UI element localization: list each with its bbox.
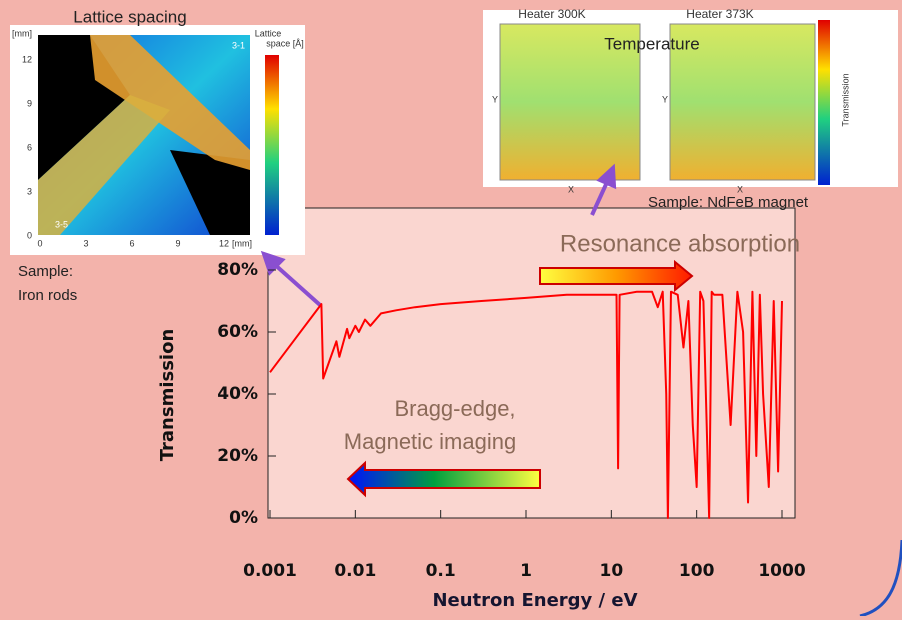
colorbar-title: space [Å] (266, 38, 304, 48)
annotation: Bragg-edge, (394, 396, 515, 421)
y-axis-title: Transmission (157, 329, 178, 462)
unit-label: [mm] (232, 238, 252, 248)
sample-label: Sample: NdFeB magnet (648, 194, 809, 211)
y-tick-label: 20% (217, 446, 258, 466)
sample-label: Iron rods (18, 287, 77, 304)
page: {"chart_data":{"type":"line","y_label":"… (0, 0, 902, 616)
panel-title: Heater 300K (518, 7, 585, 21)
axis-label: Y (492, 94, 498, 104)
y-tick-label: 40% (217, 384, 258, 404)
axis-label: X (568, 184, 574, 194)
panel-title: Heater 373K (686, 7, 753, 21)
inset-tick-label: 0 (27, 230, 32, 240)
annotation: Resonance absorption (560, 230, 800, 257)
inset-tick-label: 0 (37, 238, 42, 248)
x-axis-title: Neutron Energy / eV (432, 590, 637, 611)
inset-title: Lattice spacing (73, 7, 186, 26)
inset-tick-label: 3 (27, 186, 32, 196)
region-label: 3-1 (232, 40, 245, 50)
inset-tick-label: 12 (219, 238, 229, 248)
colorbar-title: Transmission (840, 73, 850, 126)
axis-label: Y (662, 94, 668, 104)
inset-tick-label: 6 (27, 142, 32, 152)
slide: Transmission Neutron Energy / eV Resonan… (0, 0, 902, 616)
corner-decoration (860, 540, 902, 616)
colorbar-title: Lattice (255, 28, 282, 38)
region-label: 3-5 (55, 219, 68, 229)
sample-label: Sample: (18, 263, 73, 280)
unit-label: [mm] (12, 28, 32, 38)
x-tick-label: 100 (679, 561, 715, 581)
y-tick-label: 60% (217, 322, 258, 342)
x-tick-label: 10 (599, 561, 623, 581)
y-tick-label: 80% (217, 260, 258, 280)
inset-tick-label: 9 (175, 238, 180, 248)
inset-title: Temperature (604, 34, 699, 53)
inset-tick-label: 12 (22, 54, 32, 64)
x-tick-label: 0.001 (243, 561, 297, 581)
axis-label: X (737, 184, 743, 194)
inset-tick-label: 6 (129, 238, 134, 248)
colorbar (818, 20, 830, 185)
x-tick-label: 1000 (758, 561, 805, 581)
inset-tick-label: 3 (83, 238, 88, 248)
annotation: Magnetic imaging (344, 429, 516, 454)
x-tick-label: 0.1 (426, 561, 456, 581)
x-tick-label: 1 (520, 561, 532, 581)
inset-tick-label: 9 (27, 98, 32, 108)
y-tick-label: 0% (229, 508, 258, 528)
colorbar (265, 55, 279, 235)
x-tick-label: 0.01 (334, 561, 376, 581)
